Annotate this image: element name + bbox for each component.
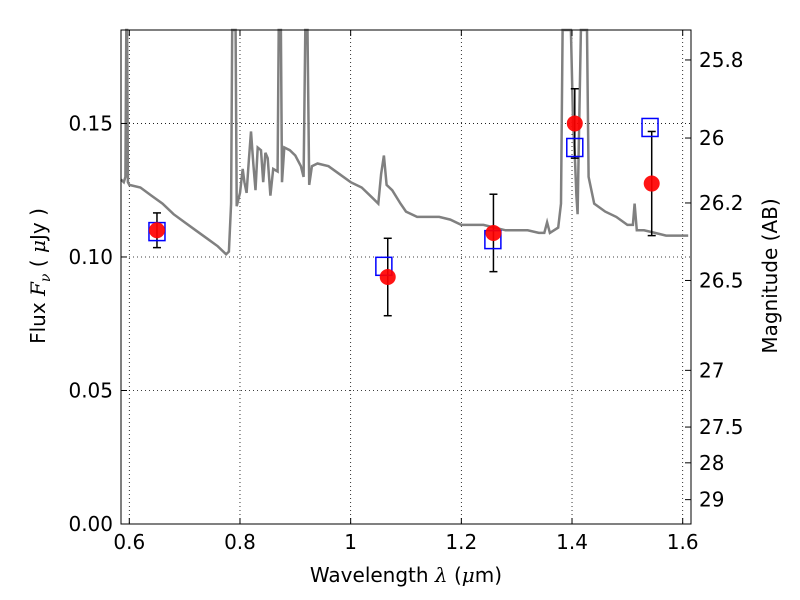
model-photometry-point [566,137,584,158]
x-tick-label: 1.4 [556,530,588,554]
right-tick-label: 26.5 [699,268,744,292]
observed-point [485,224,502,241]
right-tick-label: 26 [699,126,724,150]
observed-point [566,115,583,132]
right-tick-label: 28 [699,451,724,475]
model-photometry-points [148,117,659,277]
right-tick-label: 27 [699,358,724,382]
model-spectrum-layer [120,28,689,257]
right-tick-label: 29 [699,488,724,512]
y-tick-label: 0.15 [68,111,113,135]
observed-points [148,115,660,285]
x-tick-label: 1.2 [445,530,477,554]
model-photometry-point [641,117,659,138]
x-tick-label: 0.8 [224,530,256,554]
right-axis-label: Magnitude (AB) [758,198,782,353]
observed-point [148,222,165,239]
x-tick-label: 1.6 [667,530,699,554]
right-tick-label: 27.5 [699,415,744,439]
ticks: 0.6 0.8 1 1.2 1.4 1.6 0.00 0.05 0.10 0.15 25.8 26 26… [68,30,744,554]
x-axis-label: Wavelength λ (μm) [310,563,502,587]
y-axis-label: Flux Fν ( μJy ) [26,208,54,344]
y-tick-label: 0.05 [68,378,113,402]
axes-frame [120,29,692,525]
x-tick-label: 1 [344,530,357,554]
y-tick-label: 0.00 [68,512,113,536]
y-tick-label: 0.10 [68,245,113,269]
observed-point [643,175,660,192]
model-spectrum-line [120,28,689,257]
grid [121,30,691,525]
right-tick-label: 26.2 [699,191,744,215]
x-tick-label: 0.6 [113,530,145,554]
right-tick-label: 25.8 [699,48,744,72]
observed-point [379,269,396,285]
